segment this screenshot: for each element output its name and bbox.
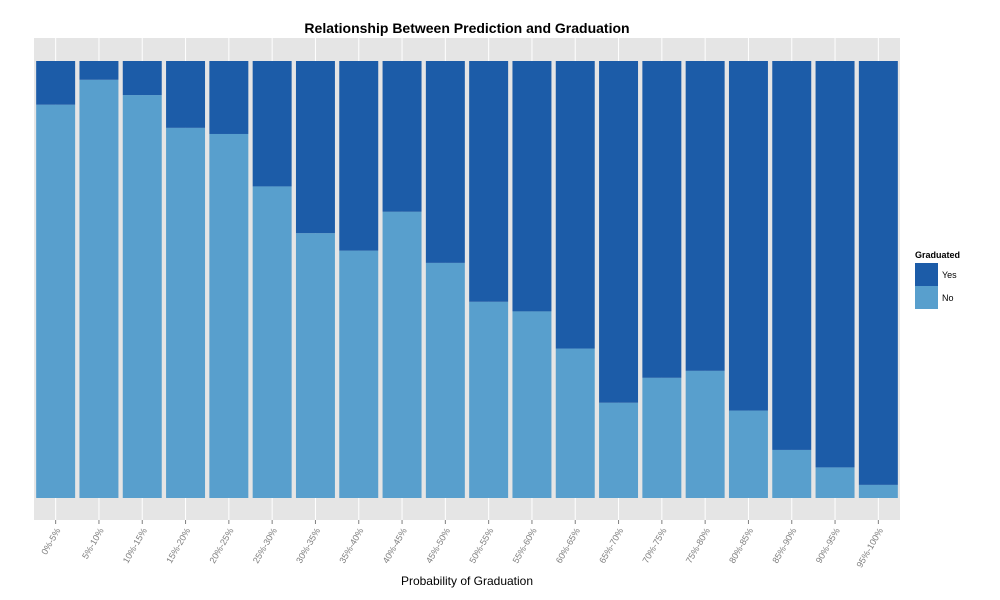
bar-segment-yes [36, 61, 76, 105]
bar-segment-no [166, 127, 206, 499]
bar-segment-yes [209, 61, 249, 134]
bar-segment-no [79, 79, 119, 498]
x-tick-label: 20%-25% [207, 526, 235, 565]
bar-segment-no [209, 133, 249, 498]
x-axis-ticks: 0%-5% 5%-10% 10%-15% 15%-20% 20%-25% 25%-30% 3… [39, 520, 885, 569]
bar-segment-no [382, 211, 422, 498]
x-tick-label: 65%-70% [597, 526, 625, 565]
bar-segment-no [728, 410, 768, 498]
bar-segment-no [642, 377, 682, 498]
bars [36, 61, 898, 499]
legend-item-yes: Yes [915, 263, 960, 286]
bar-segment-no [555, 348, 595, 498]
bar-segment-no [425, 262, 465, 498]
bar-segment-yes [382, 61, 422, 212]
bar-segment-yes [642, 61, 682, 378]
bar-segment-yes [555, 61, 595, 349]
bar-segment-yes [252, 61, 292, 187]
x-tick-label: 50%-55% [467, 526, 495, 565]
x-tick-label: 15%-20% [164, 526, 192, 565]
x-tick-label: 25%-30% [251, 526, 279, 565]
bar-segment-yes [166, 61, 206, 128]
chart-title: Relationship Between Prediction and Grad… [304, 20, 630, 36]
x-tick-label: 75%-80% [684, 526, 712, 565]
bar-segment-no [36, 104, 76, 498]
plot-panel [34, 38, 900, 520]
bar-segment-no [858, 484, 898, 498]
x-tick-label: 55%-60% [511, 526, 539, 565]
x-tick-label: 0%-5% [39, 526, 62, 556]
legend-item-no: No [915, 286, 960, 309]
bar-segment-yes [339, 61, 379, 251]
bar-segment-no [772, 449, 812, 498]
x-tick-label: 45%-50% [424, 526, 452, 565]
bar-segment-no [599, 402, 639, 498]
x-axis-title: Probability of Graduation [400, 574, 534, 588]
x-tick-label: 80%-85% [727, 526, 755, 565]
x-tick-label: 30%-35% [294, 526, 322, 565]
legend-label-yes: Yes [942, 269, 957, 280]
bar-segment-no [122, 95, 162, 498]
legend-swatch-no [915, 286, 938, 309]
legend-title: Graduated [915, 250, 961, 260]
legend-label-no: No [942, 292, 954, 303]
bar-segment-yes [858, 61, 898, 485]
bar-segment-yes [469, 61, 509, 302]
x-tick-label: 35%-40% [337, 526, 365, 565]
legend-swatch-yes [915, 263, 938, 286]
bar-segment-yes [79, 61, 119, 80]
bar-segment-yes [512, 61, 552, 312]
bar-segment-yes [728, 61, 768, 411]
bar-segment-yes [815, 61, 855, 468]
legend: Graduated Yes No [915, 250, 960, 309]
bar-segment-yes [772, 61, 812, 450]
bar-segment-yes [295, 61, 335, 234]
bar-segment-yes [122, 61, 162, 96]
bar-segment-yes [685, 61, 725, 371]
bar-segment-no [339, 250, 379, 498]
x-tick-label: 85%-90% [770, 526, 798, 565]
x-tick-label: 90%-95% [814, 526, 842, 565]
bar-segment-no [252, 186, 292, 498]
x-tick-label: 10%-15% [121, 526, 149, 565]
bar-segment-no [295, 233, 335, 499]
bar-segment-no [685, 370, 725, 498]
bar-segment-yes [425, 61, 465, 263]
x-tick-label: 95%-100% [854, 526, 885, 569]
bar-segment-no [469, 301, 509, 498]
x-tick-label: 70%-75% [640, 526, 668, 565]
x-tick-label: 5%-10% [80, 526, 106, 560]
bar-segment-no [512, 311, 552, 498]
x-tick-label: 40%-45% [381, 526, 409, 565]
bar-segment-no [815, 467, 855, 498]
bar-segment-yes [599, 61, 639, 403]
x-tick-label: 60%-65% [554, 526, 582, 565]
